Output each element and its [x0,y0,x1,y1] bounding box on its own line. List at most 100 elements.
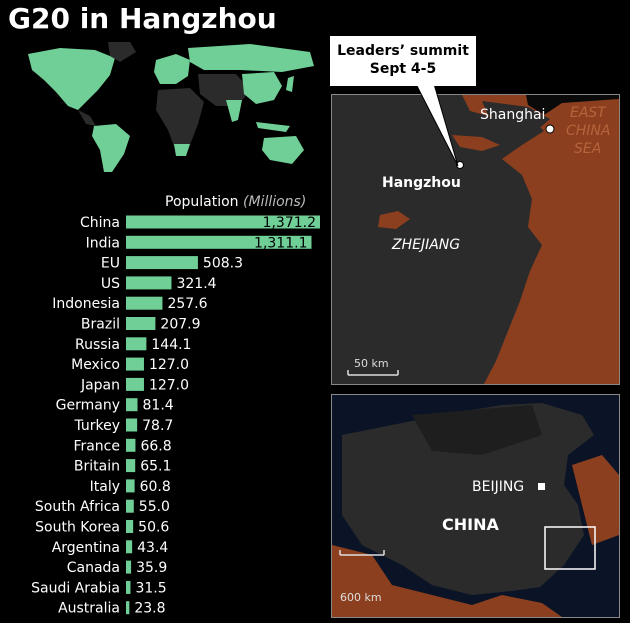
bar [126,398,138,412]
value-label: 43.4 [137,540,168,556]
africa-shape [156,88,204,152]
south-africa-shape [174,144,190,156]
zhejiang-detail-map: Shanghai Hangzhou ZHEJIANG EAST CHINA SE… [331,94,620,385]
value-label: 321.4 [176,276,216,292]
bar [126,560,132,574]
chart-unit: (Millions) [243,194,307,210]
europe-shape [154,54,190,84]
value-label: 50.6 [138,520,169,536]
zhejiang-label: ZHEJIANG [392,237,461,253]
chart-title: Population [165,194,239,210]
category-label: France [73,438,120,454]
japan-shape [286,76,294,92]
value-label: 508.3 [203,256,243,272]
beijing-marker [538,483,545,490]
category-label: Japan [80,377,120,393]
bar [126,601,130,615]
shanghai-peninsula [482,101,550,131]
value-label: 23.8 [134,601,165,617]
value-label: 127.0 [149,377,189,393]
india-shape [226,100,242,122]
overview-scale-label: 600 km [340,591,382,604]
beijing-label: BEIJING [472,479,525,495]
value-label: 60.8 [140,479,171,495]
korea-japan-land [572,455,619,545]
bar [126,215,320,229]
category-label: Canada [67,560,120,576]
lake [378,211,410,229]
category-label: Russia [75,337,120,353]
callout-line2: Sept 4-5 [369,61,437,77]
category-label: Italy [90,479,120,495]
china-overview-shape [342,403,594,595]
inset-highlight-box [544,526,596,570]
value-label: 1,371.2 [263,215,316,231]
category-label: US [101,276,120,292]
shanghai-label: Shanghai [480,107,546,123]
value-label: 78.7 [142,418,173,434]
bar [126,580,131,594]
bar [126,256,198,270]
shanghai-dot [545,124,555,134]
value-label: 81.4 [143,398,174,414]
bar [126,520,134,533]
value-label: 35.9 [136,560,167,576]
category-label: South Korea [35,520,120,536]
value-label: 144.1 [151,337,191,353]
category-label: Indonesia [52,296,120,312]
bar [126,459,136,473]
category-label: India [86,235,120,251]
category-label: Turkey [73,418,120,434]
callout-line1: Leaders’ summit [337,43,469,59]
value-label: 257.6 [167,296,207,312]
category-label: Argentina [52,540,120,556]
bar [126,357,144,371]
china-overview-map: BEIJING CHINA 600 km [331,394,620,618]
bar [126,499,134,513]
south-america-shape [92,124,130,172]
ocean-dark [526,95,619,115]
value-label: 55.0 [139,499,170,515]
value-label: 31.5 [135,580,166,596]
category-label: EU [101,256,120,272]
summit-callout: Leaders’ summit Sept 4-5 [330,36,476,86]
category-label: South Africa [35,499,120,515]
bar [126,296,163,310]
value-label: 66.8 [140,438,171,454]
value-label: 207.9 [160,317,200,333]
central-america-shape [78,110,96,126]
mongolia-shape [412,405,542,455]
world-map [28,42,314,172]
chart-heading: Population (Millions) [165,194,306,210]
bar [126,317,156,330]
bar [126,438,136,452]
bar [126,418,138,432]
sea-label-line2: CHINA [566,123,611,139]
hangzhou-label: Hangzhou [382,175,461,191]
indonesia-shape [256,122,290,132]
category-label: Britain [74,459,120,475]
population-bar-chart: China 1,371.2 India 1,311.1 EU 508.3 US 321.4 In… [31,215,320,617]
north-america-shape [28,48,115,110]
category-label: Australia [58,601,120,617]
australia-shape [262,136,304,164]
value-label: 127.0 [149,357,189,373]
china-map-graphic [332,395,619,617]
china-label: CHINA [442,515,499,534]
neighbor-land [332,545,562,617]
hangzhou-dot [456,161,464,169]
bar [126,276,172,290]
category-label: Mexico [71,357,120,373]
callout-pointer [415,84,459,167]
detail-scale-label: 50 km [354,357,389,370]
bar [126,377,144,391]
bar [126,479,135,493]
china-landmass [332,95,544,384]
category-label: Brazil [81,317,120,333]
category-label: Germany [56,398,120,414]
china-world-shape [242,72,282,104]
bar [126,540,133,554]
bar [126,337,147,351]
category-label: Saudi Arabia [31,580,120,596]
zhejiang-map-graphic [332,95,619,384]
